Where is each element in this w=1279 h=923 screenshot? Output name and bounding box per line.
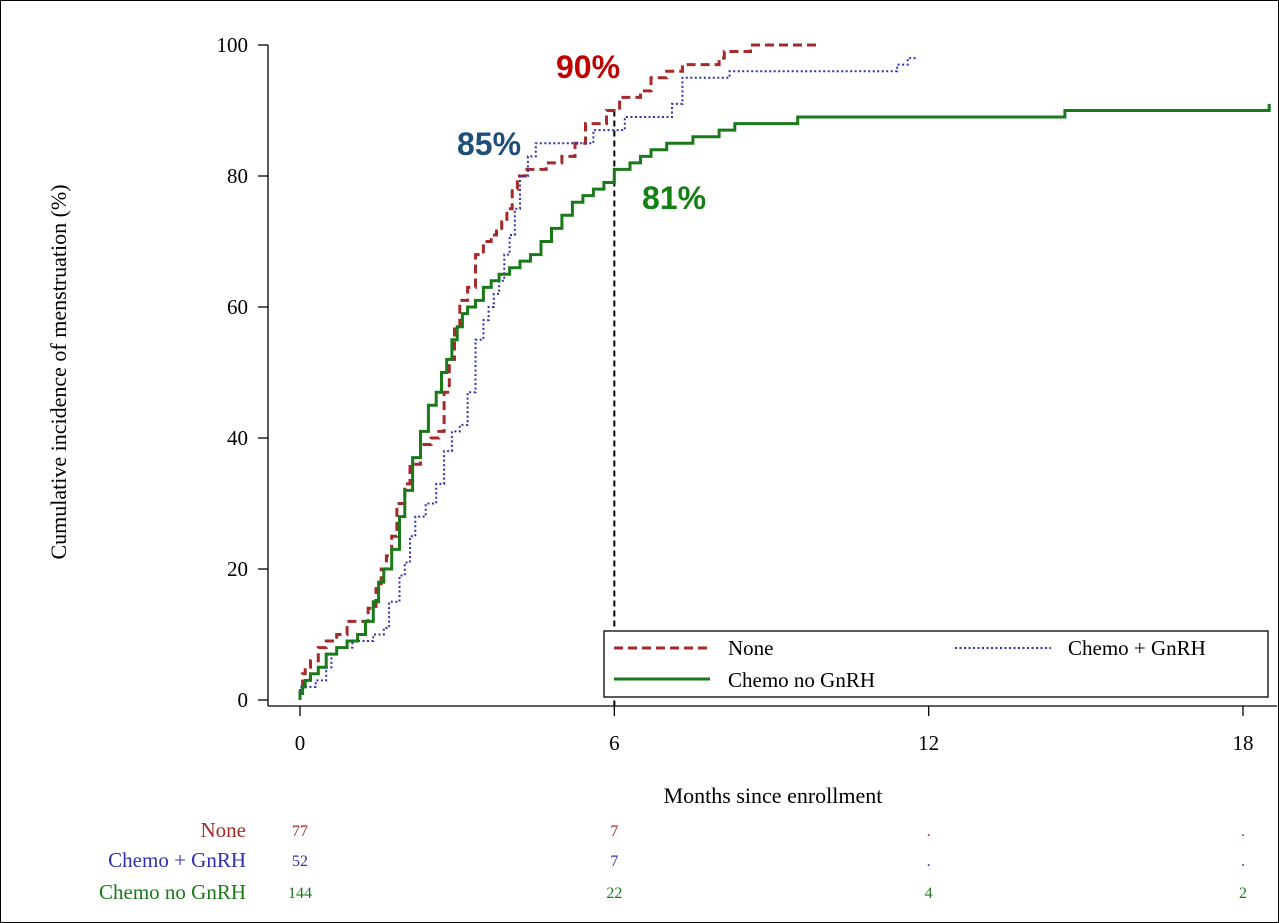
annotation-label: 81%	[642, 180, 706, 216]
risk-row-label: None	[201, 818, 247, 842]
legend-label-chemo-gnrh: Chemo + GnRH	[1068, 636, 1206, 660]
x-tick-label: 6	[609, 731, 620, 755]
risk-value: 2	[1239, 885, 1247, 902]
risk-value: .	[927, 823, 931, 840]
risk-value: 22	[606, 885, 622, 902]
series-line-chemo-gnrh	[299, 57, 919, 700]
annotation-label: 90%	[556, 49, 620, 85]
risk-value: .	[1241, 853, 1245, 870]
risk-row-label: Chemo no GnRH	[99, 880, 246, 904]
y-tick-label: 20	[227, 557, 248, 581]
y-tick-label: 40	[227, 426, 248, 450]
legend-label-none: None	[728, 636, 774, 660]
series-line-none	[298, 43, 819, 700]
x-tick-label: 18	[1233, 731, 1254, 755]
x-tick-label: 0	[295, 731, 306, 755]
series-line-chemo-no-gnrh	[298, 103, 1271, 700]
risk-value: 52	[292, 853, 308, 870]
annotations: 90% 85% 81%	[457, 49, 706, 216]
axes	[267, 45, 1277, 707]
legend-box	[603, 630, 1269, 698]
x-tick-label: 12	[918, 731, 939, 755]
risk-row-label: Chemo + GnRH	[108, 848, 246, 872]
risk-value: .	[927, 853, 931, 870]
legend-label-chemo-no-gnrh: Chemo no GnRH	[728, 668, 875, 692]
number-at-risk-table: None 77 7. .Chemo + GnRH 52 7. .Chemo no GnRH 1…	[99, 818, 1247, 904]
risk-value: 77	[292, 823, 308, 840]
risk-value: 4	[925, 885, 933, 902]
y-ticks: 0 20 40 60 80 100	[217, 33, 268, 712]
y-tick-label: 80	[227, 164, 248, 188]
x-ticks: 0 6 12 18	[295, 706, 1254, 755]
annotation-label: 85%	[457, 126, 521, 162]
y-tick-label: 60	[227, 295, 248, 319]
series-layer	[298, 43, 1271, 700]
risk-value: 7	[610, 823, 618, 840]
risk-value: 144	[288, 885, 312, 902]
legend: None Chemo + GnRH Chemo no GnRH	[603, 630, 1269, 698]
y-axis-label: Cumulative incidence of menstruation (%)	[46, 184, 71, 559]
y-tick-label: 100	[217, 33, 249, 57]
risk-value: .	[1241, 823, 1245, 840]
y-tick-label: 0	[238, 688, 249, 712]
risk-value: 7	[610, 853, 618, 870]
x-axis-label: Months since enrollment	[664, 783, 883, 808]
